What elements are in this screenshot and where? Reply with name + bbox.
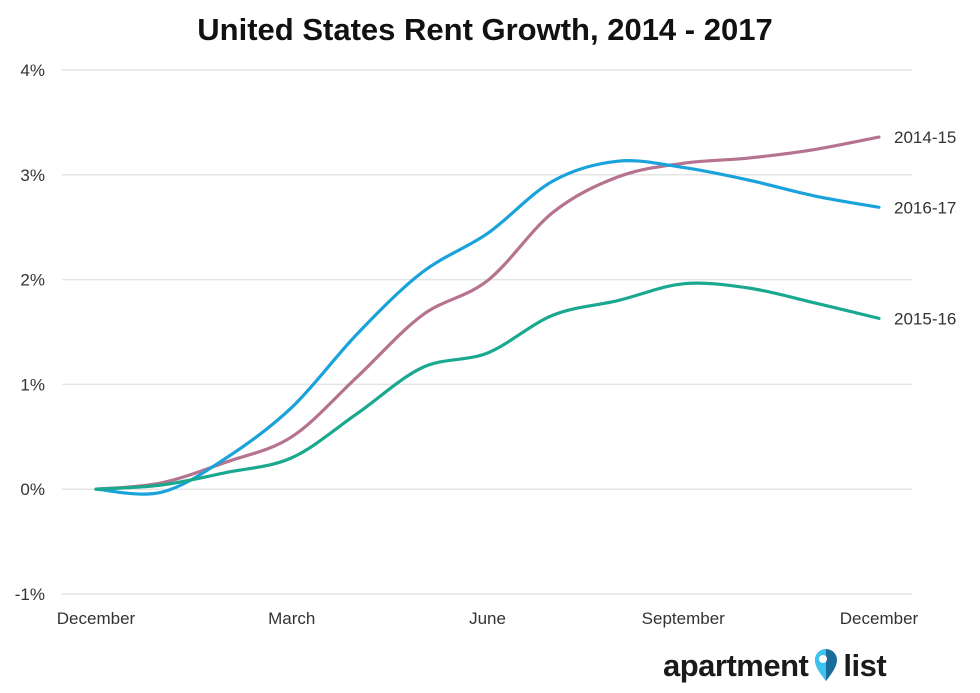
chart-title: United States Rent Growth, 2014 - 2017 bbox=[197, 12, 772, 47]
x-tick-label: March bbox=[268, 609, 315, 628]
x-tick-label: December bbox=[840, 609, 919, 628]
series-label: 2015-16 bbox=[894, 309, 956, 328]
y-axis-ticks: 4% 3% 2% 1% 0% -1% bbox=[15, 61, 45, 604]
series-lines bbox=[94, 135, 881, 496]
logo-word-list: list bbox=[843, 647, 887, 683]
y-tick-label: 2% bbox=[20, 271, 45, 290]
y-tick-label: 4% bbox=[20, 61, 45, 80]
x-tick-label: September bbox=[642, 609, 725, 628]
x-tick-label: June bbox=[469, 609, 506, 628]
series-label: 2016-17 bbox=[894, 198, 956, 217]
y-tick-label: -1% bbox=[15, 585, 45, 604]
logo-word-apartment: apartment bbox=[663, 647, 809, 683]
series-labels: 2014-15 2016-17 2015-16 bbox=[894, 128, 956, 328]
series-line-2015-16 bbox=[94, 281, 881, 491]
x-axis-ticks: December March June September December bbox=[57, 609, 919, 628]
series-line-2014-15 bbox=[94, 135, 881, 491]
y-tick-label: 1% bbox=[20, 375, 45, 394]
gridlines bbox=[62, 69, 912, 595]
apartment-list-logo: apartment list bbox=[663, 645, 887, 685]
y-tick-label: 3% bbox=[20, 166, 45, 185]
y-tick-label: 0% bbox=[20, 480, 45, 499]
series-label: 2014-15 bbox=[894, 128, 956, 147]
series-line-2016-17 bbox=[94, 159, 881, 496]
x-tick-label: December bbox=[57, 609, 136, 628]
map-pin-icon bbox=[815, 649, 838, 681]
